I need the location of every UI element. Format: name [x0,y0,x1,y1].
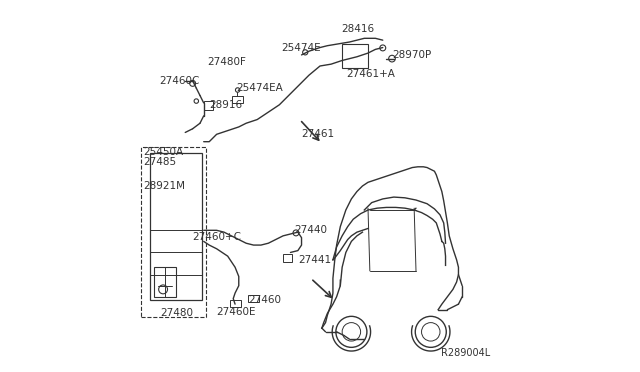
Text: 27461+A: 27461+A [346,69,395,79]
Bar [248,295,259,302]
Bar [230,300,241,307]
Text: 28970P: 28970P [392,50,431,60]
Text: 25474EA: 25474EA [236,83,283,93]
Bar [150,153,202,301]
Text: 27460E: 27460E [216,307,255,317]
Bar [141,147,205,317]
Bar [204,101,213,110]
Text: 27460+C: 27460+C [193,232,242,241]
Text: 27485: 27485 [143,157,176,167]
Text: 27460C: 27460C [159,76,200,86]
Text: 27480: 27480 [161,308,193,318]
Bar [342,44,368,68]
Text: 28916: 28916 [209,100,243,110]
Text: 27440: 27440 [294,225,327,235]
Text: 27480F: 27480F [207,57,246,67]
Text: 27460: 27460 [248,295,281,305]
Text: 28416: 28416 [341,24,374,34]
Bar [154,267,176,297]
Bar [232,96,243,103]
Text: R289004L: R289004L [440,348,490,358]
Text: 27441: 27441 [298,255,331,265]
Text: 25474E: 25474E [281,43,321,53]
Text: 28921M: 28921M [143,181,185,191]
Bar [283,254,292,262]
Text: 27461: 27461 [301,129,334,139]
Text: 25450A: 25450A [143,147,183,157]
